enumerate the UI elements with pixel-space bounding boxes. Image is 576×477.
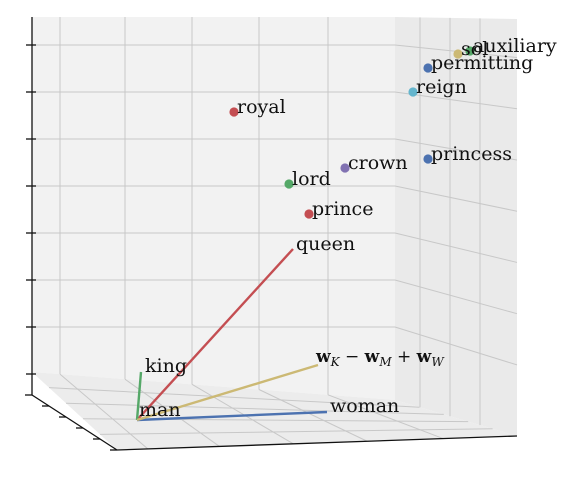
point-label: permitting bbox=[431, 52, 533, 74]
grid-line bbox=[394, 185, 518, 212]
vertical-axis-ticks bbox=[26, 44, 36, 375]
point-label: prince bbox=[312, 198, 373, 220]
data-point bbox=[229, 107, 239, 117]
grid-line bbox=[124, 378, 220, 447]
horizontal-axis bbox=[116, 435, 518, 451]
vector-label: king bbox=[145, 355, 187, 377]
labels: queen woman king wK − wM + wW man royal crownl… bbox=[139, 35, 557, 421]
grid-line bbox=[394, 326, 518, 366]
data-point bbox=[465, 46, 475, 56]
grid-line bbox=[48, 387, 420, 408]
vector-line bbox=[136, 363, 319, 422]
vectors bbox=[135, 248, 328, 422]
data-point bbox=[423, 154, 433, 164]
right-pane bbox=[395, 17, 517, 436]
grid-line bbox=[394, 232, 518, 263]
vector-label: queen bbox=[296, 233, 355, 255]
grid-line bbox=[327, 394, 444, 440]
point-label: princess bbox=[431, 143, 512, 165]
depth-axis bbox=[31, 394, 118, 451]
point-label: royal bbox=[237, 96, 286, 118]
grid-line bbox=[65, 402, 444, 415]
point-label: reign bbox=[416, 76, 467, 98]
grid-line bbox=[59, 373, 149, 450]
point-label: crown bbox=[348, 152, 408, 174]
grid-line bbox=[191, 383, 294, 445]
data-point bbox=[453, 49, 463, 59]
back-pane bbox=[32, 17, 395, 400]
vector-line bbox=[136, 248, 294, 421]
data-point bbox=[304, 209, 314, 219]
depth-axis-ticks bbox=[25, 394, 117, 451]
grid-line bbox=[394, 138, 518, 161]
data-point bbox=[340, 163, 350, 173]
data-point bbox=[284, 179, 294, 189]
data-point bbox=[423, 63, 433, 73]
vector-label: woman bbox=[330, 395, 399, 417]
point-label: lord bbox=[292, 168, 331, 190]
vector-line bbox=[136, 410, 328, 422]
point-label: sol bbox=[461, 38, 488, 60]
vector-label: wK − wM + wW bbox=[315, 347, 445, 369]
grid-line bbox=[258, 389, 368, 442]
origin-label: man bbox=[139, 399, 181, 421]
vector-line bbox=[135, 371, 143, 421]
point-label: auxiliary bbox=[473, 35, 557, 57]
data-point bbox=[408, 87, 418, 97]
grid-line bbox=[394, 279, 518, 315]
grid-line bbox=[99, 428, 493, 435]
points bbox=[229, 46, 475, 219]
